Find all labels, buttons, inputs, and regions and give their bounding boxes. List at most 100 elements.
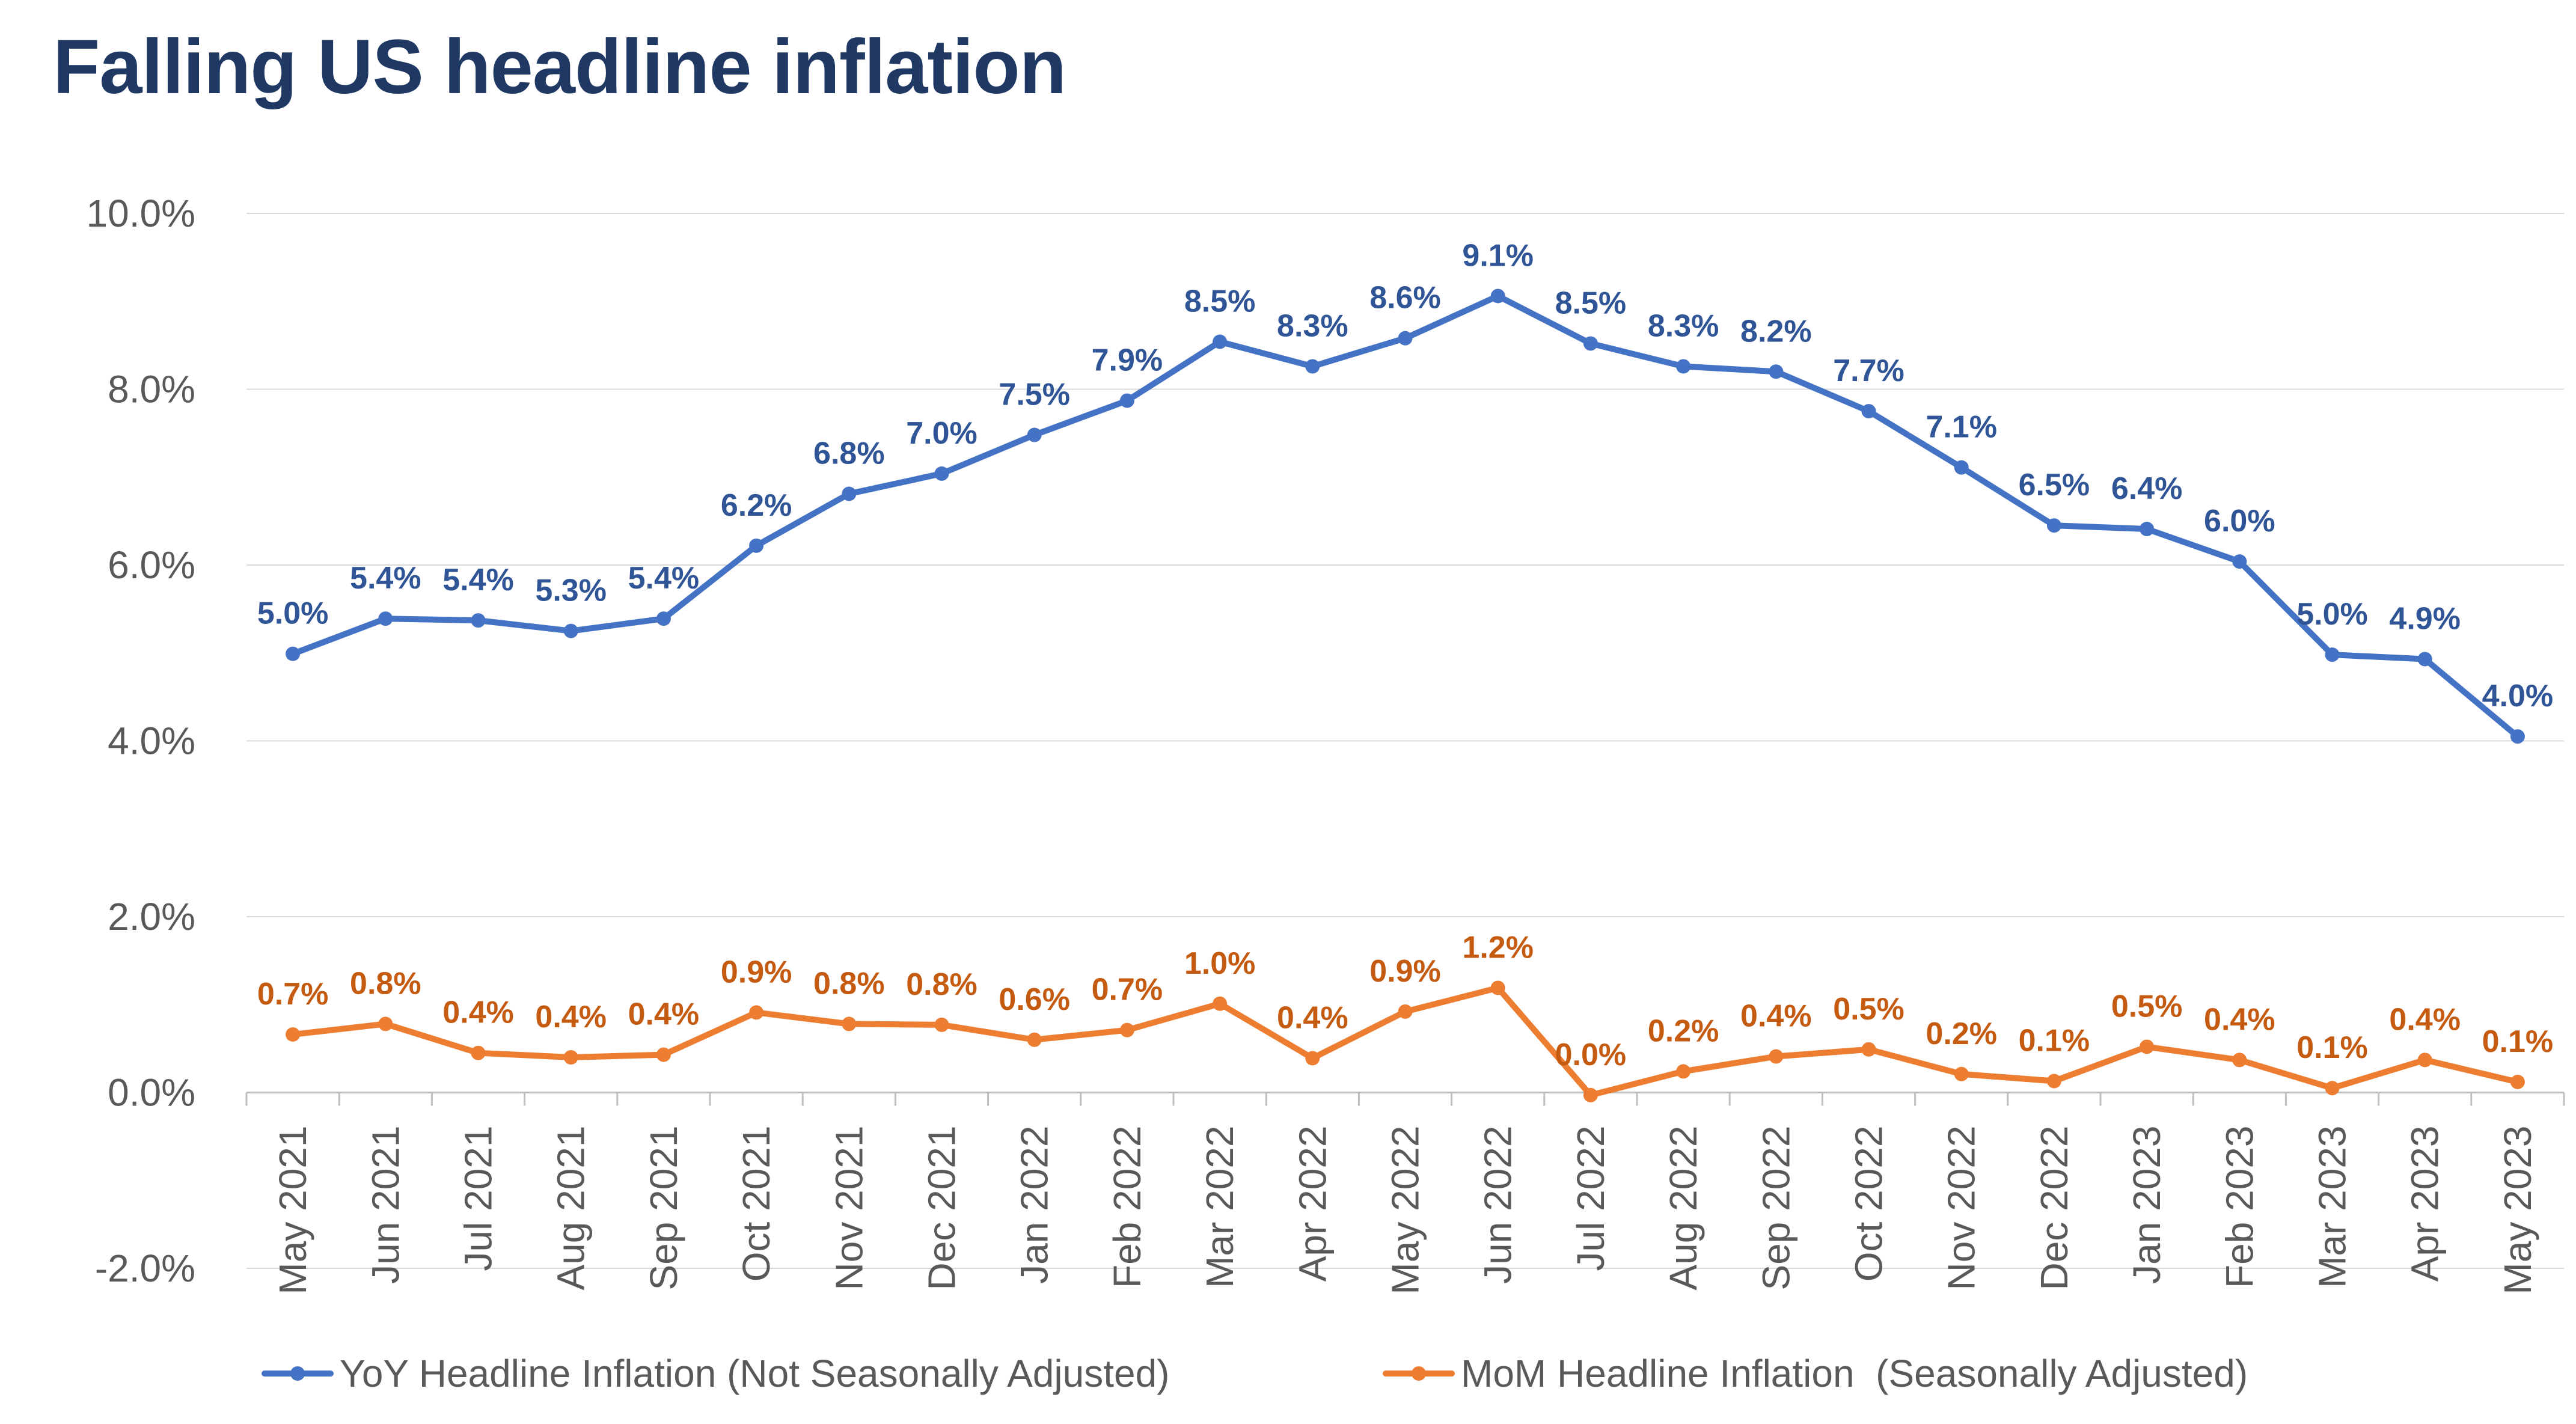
- legend-label: MoM Headline Inflation (Seasonally Adjus…: [1461, 1352, 2248, 1395]
- data-point: [2046, 1074, 2061, 1089]
- data-point: [1490, 980, 1505, 995]
- data-point: [286, 646, 301, 661]
- data-point: [656, 611, 671, 626]
- x-tick-label: Feb 2022: [1106, 1126, 1149, 1288]
- data-point: [2232, 1053, 2247, 1068]
- x-tick-label: Feb 2023: [2218, 1126, 2261, 1288]
- data-point: [2140, 522, 2155, 537]
- data-point: [1213, 334, 1228, 349]
- data-label: 9.1%: [1462, 238, 1534, 273]
- data-label: 5.0%: [257, 596, 329, 631]
- data-point: [1861, 404, 1876, 419]
- data-label: 7.1%: [1926, 410, 1997, 445]
- y-tick-label: 2.0%: [108, 895, 195, 938]
- data-label: 0.7%: [1092, 973, 1163, 1007]
- data-point: [934, 466, 949, 481]
- data-label: 0.4%: [1740, 999, 1812, 1034]
- data-point: [1861, 1042, 1876, 1057]
- legend-marker: [290, 1366, 305, 1381]
- x-tick-label: Nov 2022: [1940, 1126, 1983, 1291]
- x-tick-label: Mar 2023: [2311, 1126, 2354, 1288]
- data-label: 6.5%: [2019, 468, 2090, 503]
- x-tick-label: May 2023: [2496, 1126, 2539, 1295]
- data-point: [1305, 1051, 1320, 1066]
- data-point: [1769, 364, 1784, 379]
- data-point: [563, 623, 578, 638]
- data-label: 6.4%: [2111, 471, 2183, 506]
- data-point: [2417, 1053, 2432, 1068]
- x-tick-label: Apr 2022: [1291, 1126, 1334, 1282]
- data-label: 1.0%: [1184, 946, 1256, 981]
- data-point: [563, 1050, 578, 1065]
- y-tick-label: 10.0%: [87, 192, 195, 235]
- data-label: 5.0%: [2296, 597, 2368, 632]
- legend-label: YoY Headline Inflation (Not Seasonally A…: [340, 1352, 1169, 1395]
- data-label: 6.8%: [813, 436, 885, 471]
- data-label: 8.6%: [1369, 281, 1441, 316]
- series-lines: [286, 289, 2525, 1102]
- data-label: 0.1%: [2482, 1024, 2554, 1059]
- data-point: [1213, 996, 1228, 1011]
- data-point: [1676, 1064, 1691, 1079]
- data-point: [749, 1005, 764, 1020]
- data-point: [378, 1016, 393, 1031]
- data-point: [2232, 554, 2247, 569]
- data-label: 0.8%: [906, 967, 977, 1002]
- x-tick-label: Sep 2022: [1754, 1126, 1797, 1291]
- data-point: [1305, 359, 1320, 374]
- series-line: [290, 985, 2521, 1098]
- data-label: 5.3%: [535, 573, 607, 608]
- data-point: [1119, 393, 1134, 408]
- data-label: 8.5%: [1184, 284, 1256, 319]
- chart-title: Falling US headline inflation: [53, 24, 1066, 110]
- y-tick-label: 0.0%: [108, 1071, 195, 1114]
- data-point: [1398, 331, 1413, 346]
- x-tick-label: Jul 2022: [1569, 1126, 1612, 1271]
- data-label: 8.3%: [1648, 308, 1719, 343]
- data-point: [471, 1045, 486, 1060]
- x-tick-label: May 2021: [271, 1126, 314, 1295]
- x-tick-label: Dec 2022: [2033, 1126, 2076, 1291]
- data-label: 5.4%: [628, 561, 700, 596]
- data-point: [1769, 1049, 1784, 1064]
- data-point: [2046, 518, 2061, 533]
- x-tick-label: Mar 2022: [1198, 1126, 1241, 1288]
- x-tick-label: May 2022: [1384, 1126, 1427, 1295]
- x-tick-label: Jun 2021: [364, 1126, 407, 1284]
- legend-marker: [1412, 1366, 1426, 1381]
- y-tick-label: 8.0%: [108, 368, 195, 411]
- data-point: [656, 1047, 671, 1062]
- data-label: 0.1%: [2019, 1023, 2090, 1058]
- data-point: [1954, 1066, 1969, 1081]
- data-labels: 5.0% 5.4% 5.4% 5.3% 5.4% 6.2% 6.8% 7.0% 7.5% 7.9%…: [257, 238, 2553, 1072]
- data-label: 0.9%: [721, 955, 792, 989]
- data-label: 0.4%: [442, 995, 514, 1030]
- axes: 10.0% 8.0% 6.0% 4.0% 2.0% 0.0% -2.0% May 2021 Ju…: [87, 192, 2565, 1295]
- data-label: 8.5%: [1555, 286, 1627, 320]
- data-point: [2325, 647, 2340, 662]
- data-label: 0.4%: [2389, 1002, 2461, 1037]
- data-label: 0.4%: [2204, 1002, 2275, 1037]
- data-point: [1490, 289, 1505, 304]
- x-tick-label: Oct 2021: [735, 1126, 778, 1282]
- data-point: [749, 538, 764, 553]
- data-label: 4.9%: [2389, 601, 2461, 636]
- data-point: [1027, 427, 1042, 442]
- data-label: 0.4%: [628, 997, 700, 1032]
- data-label: 0.5%: [1833, 992, 1904, 1027]
- x-tick-label: Sep 2021: [642, 1126, 685, 1291]
- data-point: [1954, 460, 1969, 475]
- data-label: 5.4%: [350, 561, 421, 596]
- x-tick-label: Jan 2023: [2125, 1126, 2168, 1284]
- data-label: 8.2%: [1740, 314, 1812, 349]
- data-label: 8.3%: [1277, 308, 1348, 343]
- data-point: [1676, 359, 1691, 374]
- data-point: [2325, 1081, 2340, 1096]
- data-label: 7.9%: [1092, 343, 1163, 378]
- data-label: 0.7%: [257, 977, 329, 1012]
- data-point: [2140, 1039, 2155, 1054]
- data-label: 0.9%: [1369, 954, 1441, 989]
- data-point: [1398, 1004, 1413, 1019]
- data-label: 5.4%: [442, 563, 514, 597]
